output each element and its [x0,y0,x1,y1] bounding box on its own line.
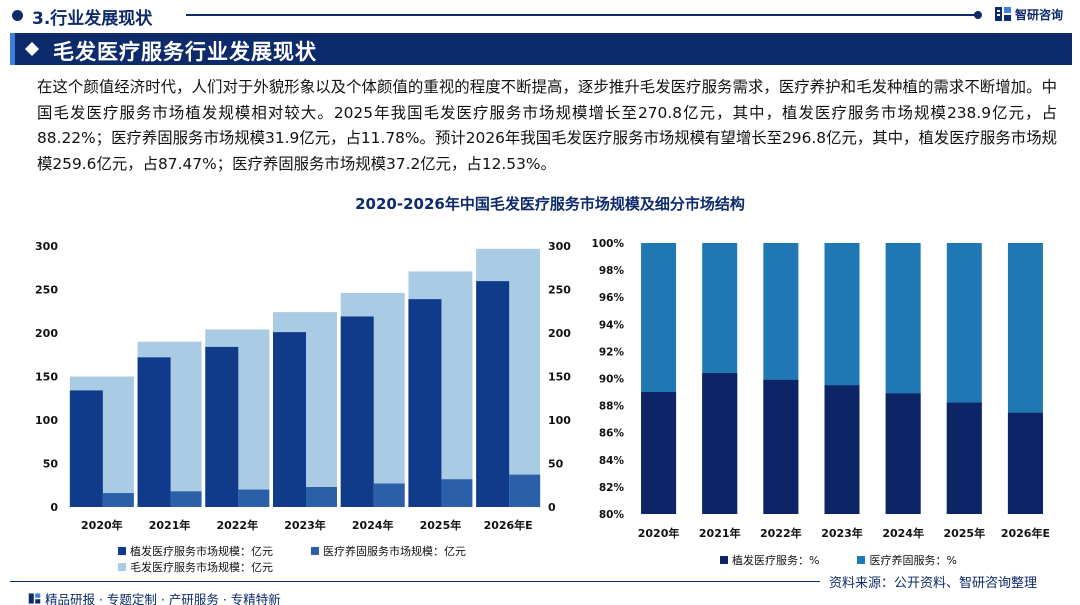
bar-hair-transplant-pct [1007,412,1043,514]
legend-item-hair-care: 医疗养固服务市场规模：亿元 [311,543,466,559]
bar-hair-transplant [69,390,103,507]
bar-hair-transplant [205,346,239,507]
y-tick-label: 200 [35,327,58,340]
brand-name: 智研咨询 [1015,7,1064,22]
x-tick-label: 2021年 [149,518,191,532]
x-tick-label: 2024年 [352,518,394,532]
y-tick-label: 92% [599,346,625,358]
y-tick-label: 84% [599,455,625,467]
divider-end-icon [974,11,982,19]
y-tick-label: 0 [50,501,58,514]
y-tick-label: 94% [599,319,625,331]
bar-hair-transplant-pct [946,402,982,514]
legend-swatch [311,547,319,555]
y2-tick-label: 50 [548,458,564,471]
bar-hair-care [170,491,202,507]
top-bar: 3.行业发展现状 智研咨询 [0,0,1080,30]
charts-area: 0 50 100 150 200 250 300 0 50 100 150 200 250 300 2020… [35,238,1050,540]
page-title: 毛发医疗服务行业发展现状 [53,40,317,64]
bar-hair-transplant [137,357,171,507]
brand-logo-icon [995,7,1011,21]
bar-hair-transplant [340,316,374,507]
x-tick-label: 2020年 [638,526,680,540]
x-tick-label: 2023年 [821,526,863,540]
x-tick-label: 2022年 [216,518,258,532]
bar-hair-transplant [273,332,306,507]
legend-label: 医疗养固服务：% [869,554,957,567]
description-paragraph: 在这个颜值经济时代，人们对于外貌形象以及个体颜值的重视的程度不断提高，逐步推升毛… [37,78,1057,173]
left-chart-legend: 植发医疗服务市场规模：亿元 医疗养固服务市场规模：亿元 毛发医疗服务市场规模：亿… [118,543,504,575]
y-tick-label: 82% [599,482,625,494]
x-tick-label: 2026年E [484,518,533,532]
bar-hair-transplant-pct [885,393,921,514]
legend-label: 毛发医疗服务市场规模：亿元 [130,561,273,574]
legend-label: 植发医疗服务：% [732,554,820,567]
legend-label: 医疗养固服务市场规模：亿元 [323,545,466,558]
footer: 精品研报 · 专题定制 · 产研服务 · 专精特新 [28,589,281,605]
y2-tick-label: 150 [548,371,571,384]
bar-hair-transplant [476,281,510,507]
y-tick-label: 100% [592,238,625,250]
data-source: 资料来源：公开资料、智研咨询整理 [829,576,1038,591]
legend-swatch [857,556,866,564]
x-tick-label: 2021年 [699,526,741,540]
footer-text: 精品研报 · 专题定制 · 产研服务 · 专精特新 [45,592,281,605]
diamond-icon [25,42,39,56]
legend-swatch [118,547,126,555]
y-tick-label: 96% [599,292,625,304]
footer-divider [10,581,820,582]
y2-tick-label: 100 [548,414,571,427]
y2-tick-label: 200 [548,327,571,340]
x-tick-label: 2023年 [284,518,326,532]
bar-hair-care [102,493,134,507]
bar-hair-care [373,483,405,507]
bar-hair-transplant [408,299,442,507]
section-heading: 3.行业发展现状 [32,9,153,29]
x-tick-label: 2022年 [760,526,802,540]
bullet-icon [12,10,23,21]
y-tick-label: 150 [35,371,58,384]
legend-item-hair-transplant: 植发医疗服务市场规模：亿元 [118,543,273,559]
bar-hair-care [509,474,541,507]
bar-hair-care [441,479,473,507]
x-tick-label: 2025年 [420,518,462,532]
y-tick-label: 50 [43,458,59,471]
divider [186,14,976,16]
right-chart-legend: 植发医疗服务：% 医疗养固服务：% [720,552,995,568]
y-tick-label: 88% [599,401,625,413]
y2-tick-label: 300 [548,240,571,253]
x-tick-label: 2026年E [1001,526,1050,540]
x-tick-label: 2020年 [81,518,123,532]
legend-item-total: 毛发医疗服务市场规模：亿元 [118,559,273,575]
x-tick-label: 2024年 [882,526,924,540]
bar-hair-care [306,486,337,507]
y-tick-label: 86% [599,428,625,440]
y-tick-label: 250 [35,284,58,297]
y2-tick-label: 0 [548,501,556,514]
y-tick-label: 98% [599,265,625,277]
bar-hair-transplant-pct [641,392,677,514]
bar-hair-transplant-pct [824,385,860,514]
brand-logo-icon [28,593,41,604]
title-banner: 毛发医疗服务行业发展现状 [10,33,1072,65]
bar-hair-transplant-pct [702,373,738,514]
x-tick-label: 2025年 [943,526,985,540]
legend-item-transplant-pct: 植发医疗服务：% [720,552,819,568]
bar-hair-transplant-pct [763,379,799,514]
legend-item-care-pct: 医疗养固服务：% [857,552,957,568]
y-tick-label: 90% [599,374,625,386]
y-tick-label: 300 [35,240,58,253]
y2-tick-label: 250 [548,284,571,297]
bar-hair-care [238,489,270,507]
chart-title: 2020-2026年中国毛发医疗服务市场规模及细分市场结构 [355,195,745,213]
y-tick-label: 100 [35,414,58,427]
legend-swatch [720,556,728,564]
legend-swatch [118,563,126,571]
legend-label: 植发医疗服务市场规模：亿元 [130,545,273,558]
brand-logo: 智研咨询 [994,5,1063,23]
y-tick-label: 80% [599,509,625,521]
